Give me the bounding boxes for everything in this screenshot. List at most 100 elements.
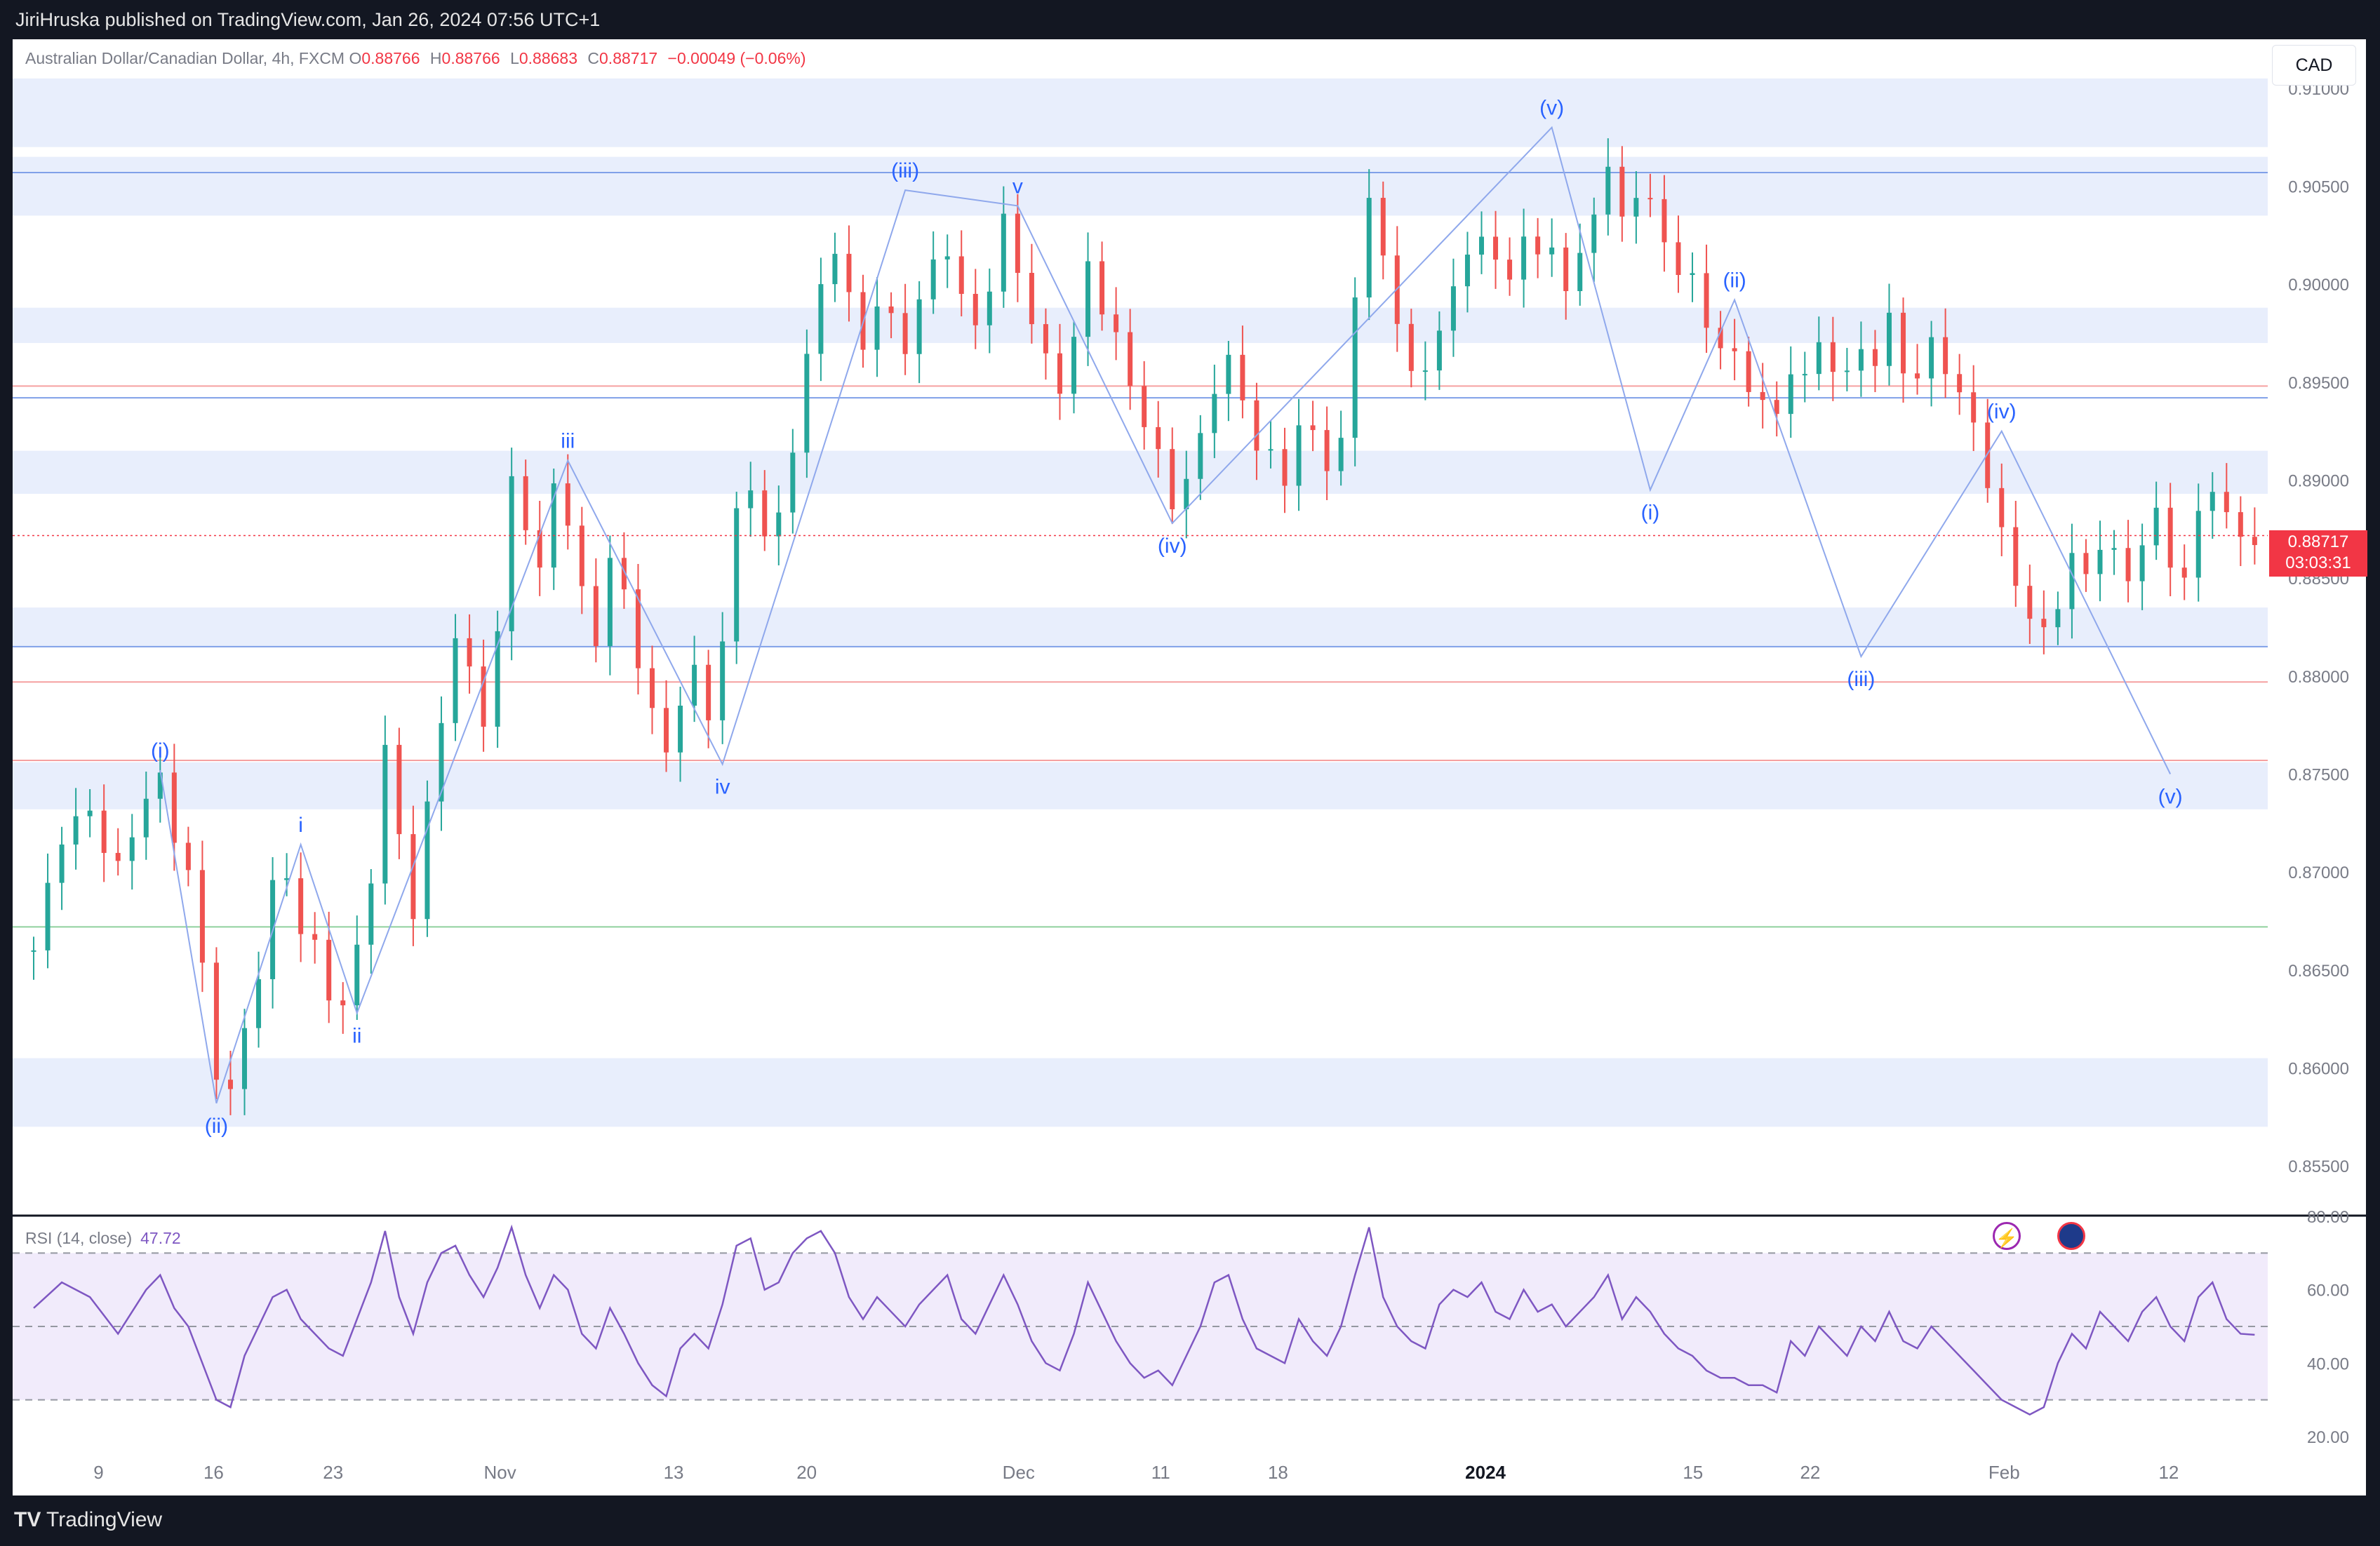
candle-body: [635, 589, 641, 668]
candle-body: [1029, 273, 1034, 325]
candle-body: [368, 883, 374, 945]
candle-body: [790, 452, 796, 513]
candle-body: [2041, 619, 2047, 628]
price-axis-tick: 0.88000: [2288, 668, 2349, 687]
candle-body: [1844, 370, 1850, 372]
candle-body: [1521, 236, 1527, 280]
rsi-axis-tick: 60.00: [2307, 1282, 2349, 1300]
high-label: H: [429, 49, 442, 67]
candle-body: [1338, 438, 1344, 471]
price-axis-tick: 0.86500: [2288, 962, 2349, 981]
candle-body: [59, 844, 65, 883]
time-axis-tick: 9: [93, 1462, 103, 1483]
candle-body: [1282, 449, 1288, 486]
wave-label: (iii): [891, 159, 919, 182]
candle-body: [523, 476, 528, 530]
bar-countdown: 03:03:31: [2285, 553, 2351, 572]
candle-body: [1240, 354, 1245, 401]
candle-body: [2139, 545, 2145, 582]
candle-body: [902, 313, 908, 354]
low-label: L: [510, 49, 519, 67]
candle-body: [1142, 386, 1147, 427]
time-axis-tick: Feb: [1988, 1462, 2020, 1483]
candle-body: [1985, 422, 1991, 488]
chart-area[interactable]: (i) (ii) i ii iii iv (iii) v (iv) (v) (i) (ii) (iii)…: [13, 39, 2367, 1495]
candle-body: [692, 664, 697, 706]
candle-body: [664, 708, 669, 753]
publish-text: JiriHruska published on TradingView.com,…: [15, 9, 601, 30]
symbol-legend: Australian Dollar/Canadian Dollar, 4h, F…: [25, 49, 811, 68]
candle-body: [678, 705, 683, 753]
supply-demand-zone: [13, 307, 2268, 343]
time-axis-tick: 23: [323, 1462, 343, 1483]
wave-label: (iii): [1847, 668, 1875, 691]
price-axis-tick: 0.90500: [2288, 178, 2349, 197]
candle-body: [1999, 488, 2005, 527]
supply-demand-zone: [13, 78, 2268, 147]
candle-body: [551, 483, 556, 568]
currency-badge[interactable]: CAD: [2272, 45, 2356, 86]
wave-label: (v): [1539, 97, 1564, 120]
price-chart-svg[interactable]: (i)(ii)iiiiiiiv(iii)v(iv)(v)(i)(ii)(iii)…: [13, 39, 2366, 1495]
candle-body: [972, 293, 978, 325]
wave-label: (ii): [205, 1115, 228, 1138]
candle-body: [1690, 273, 1695, 275]
candle-body: [2013, 527, 2019, 586]
candle-body: [1732, 348, 1737, 351]
candle-body: [481, 666, 486, 727]
candle-body: [227, 1080, 233, 1089]
candle-body: [565, 483, 570, 526]
candle-body: [2181, 567, 2187, 578]
candle-body: [1352, 297, 1358, 438]
last-price-value: 0.88717: [2287, 532, 2349, 551]
candle-body: [916, 299, 922, 354]
wave-label: iii: [561, 430, 575, 453]
candle-body: [284, 878, 290, 880]
candle-body: [340, 1000, 346, 1006]
candle-body: [1254, 400, 1259, 451]
candle-body: [1662, 199, 1667, 243]
high-value: 0.88766: [441, 49, 500, 67]
lightning-icon[interactable]: ⚡: [1993, 1222, 2021, 1250]
candle-body: [326, 939, 332, 1001]
candle-body: [1535, 236, 1541, 255]
candle-body: [1099, 261, 1105, 315]
candle-body: [2125, 548, 2131, 582]
candle-body: [1718, 328, 1723, 349]
open-value: 0.88766: [361, 49, 420, 67]
candle-body: [1366, 198, 1372, 298]
change-value: −0.00049 (−0.06%): [667, 49, 806, 67]
candle-body: [958, 256, 964, 294]
candle-body: [87, 810, 93, 816]
price-axis-tick: 0.85500: [2288, 1157, 2349, 1176]
candle-body: [1479, 236, 1485, 255]
wave-label: (i): [1641, 501, 1660, 524]
wave-label: (v): [2158, 786, 2183, 809]
candle-body: [776, 512, 782, 537]
publish-header: JiriHruska published on TradingView.com,…: [0, 0, 2380, 39]
rsi-label: RSI (14, close): [25, 1229, 133, 1247]
candle-body: [1760, 391, 1765, 401]
candle-body: [1184, 478, 1189, 510]
time-axis-tick: Nov: [483, 1462, 516, 1483]
candle-body: [1114, 314, 1119, 332]
candle-body: [762, 490, 768, 537]
elliott-wave-path: [159, 126, 2172, 1104]
candle-body: [1549, 247, 1555, 255]
candle-body: [410, 834, 416, 920]
candle-body: [1619, 166, 1625, 217]
price-axis-tick: 0.87000: [2288, 863, 2349, 882]
candle-body: [354, 944, 360, 1006]
footer-brand[interactable]: TradingView: [46, 1508, 163, 1531]
australia-flag-icon[interactable]: [2057, 1222, 2085, 1250]
candle-body: [1633, 198, 1639, 217]
candle-body: [1957, 374, 1963, 393]
candle-body: [804, 354, 810, 453]
candle-body: [298, 878, 304, 934]
candle-body: [1296, 425, 1302, 486]
candle-body: [846, 253, 852, 293]
tradingview-logo-icon[interactable]: TV: [14, 1508, 41, 1531]
time-axis-tick: 16: [203, 1462, 224, 1483]
candle-body: [396, 744, 402, 835]
candle-body: [1605, 166, 1611, 215]
